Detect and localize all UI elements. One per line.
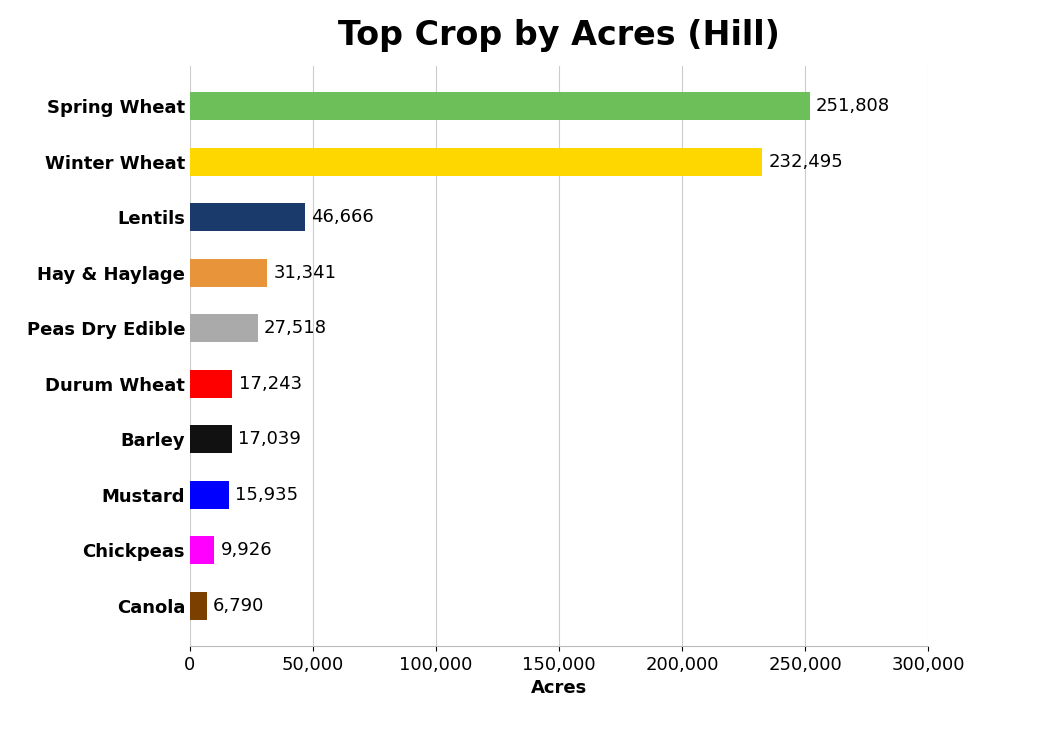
Bar [190, 148, 762, 175]
Text: 31,341: 31,341 [273, 264, 337, 282]
Bar [190, 259, 267, 287]
X-axis label: Acres: Acres [531, 679, 588, 697]
Text: 46,666: 46,666 [311, 208, 373, 226]
Bar [190, 537, 214, 564]
Text: 251,808: 251,808 [816, 98, 890, 115]
Text: 232,495: 232,495 [768, 153, 843, 171]
Text: 15,935: 15,935 [235, 486, 299, 504]
Bar [190, 592, 207, 619]
Bar [190, 425, 232, 453]
Text: 17,039: 17,039 [238, 430, 301, 448]
Bar [190, 92, 810, 120]
Title: Top Crop by Acres (Hill): Top Crop by Acres (Hill) [339, 19, 780, 52]
Bar [190, 481, 229, 509]
Text: 17,243: 17,243 [238, 375, 302, 393]
Text: 9,926: 9,926 [220, 541, 272, 559]
Text: 27,518: 27,518 [264, 319, 327, 337]
Bar [190, 203, 305, 231]
Text: 6,790: 6,790 [213, 597, 264, 614]
Bar [190, 370, 232, 398]
Bar [190, 314, 257, 342]
